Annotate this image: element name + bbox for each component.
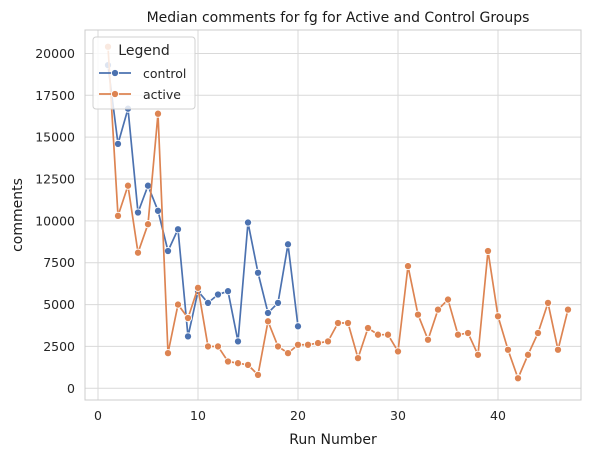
data-point-active — [153, 109, 163, 118]
data-point-active — [213, 342, 223, 351]
data-point-active — [343, 318, 353, 328]
series-line-control — [107, 65, 299, 343]
legend-entry-active: active — [99, 87, 181, 102]
data-point-active — [443, 295, 453, 304]
data-point-active — [353, 354, 363, 363]
legend-swatch-marker — [110, 68, 120, 78]
data-point-active — [433, 305, 443, 314]
y-tick-label: 12500 — [35, 172, 75, 187]
legend-swatch-marker — [110, 89, 120, 99]
data-point-control — [243, 218, 253, 227]
data-point-active — [523, 350, 533, 359]
data-point-control — [223, 287, 233, 296]
data-point-control — [253, 268, 263, 277]
data-point-active — [173, 300, 183, 309]
grid — [85, 30, 581, 400]
x-axis-label: Run Number — [289, 432, 377, 448]
legend-label: active — [143, 87, 181, 102]
data-point-active — [163, 349, 173, 358]
data-point-active — [143, 220, 153, 229]
x-tick-label: 20 — [290, 408, 306, 423]
legend-entries: control active — [99, 66, 186, 102]
data-point-active — [333, 318, 343, 328]
data-point-active — [513, 374, 523, 383]
data-point-active — [553, 345, 563, 354]
data-point-active — [563, 305, 573, 314]
legend: Legend control active — [92, 36, 196, 110]
data-point-active — [243, 360, 253, 369]
data-point-control — [183, 332, 193, 341]
data-point-active — [233, 359, 243, 368]
data-point-control — [293, 322, 303, 331]
data-point-active — [473, 350, 483, 359]
y-tick-label: 17500 — [35, 88, 75, 103]
data-point-control — [263, 308, 273, 317]
legend-title: Legend — [118, 43, 169, 59]
data-point-active — [123, 181, 133, 190]
data-point-active — [323, 337, 333, 346]
data-point-control — [283, 240, 293, 249]
data-point-active — [543, 298, 553, 307]
data-point-active — [403, 262, 413, 271]
data-point-active — [273, 342, 283, 351]
data-point-control — [153, 206, 163, 215]
y-tick-label: 2500 — [43, 339, 75, 354]
data-point-active — [293, 340, 303, 349]
data-point-active — [493, 312, 503, 321]
y-tick-label: 15000 — [35, 130, 75, 145]
data-point-control — [133, 208, 143, 217]
data-point-active — [393, 347, 403, 356]
y-tick-label: 7500 — [43, 255, 75, 270]
data-point-active — [453, 330, 463, 339]
data-point-active — [193, 283, 203, 292]
x-axis-ticks: 0 10 20 30 40 — [94, 408, 506, 423]
data-point-active — [383, 330, 393, 339]
data-point-control — [213, 290, 223, 299]
data-point-control — [163, 246, 173, 256]
data-point-active — [133, 248, 143, 257]
series-layer — [103, 42, 573, 383]
data-point-active — [303, 340, 313, 349]
data-point-active — [223, 357, 233, 366]
data-point-active — [533, 328, 543, 338]
legend-entry-control: control — [99, 66, 186, 81]
series-active — [103, 42, 573, 383]
data-point-active — [463, 328, 473, 338]
y-tick-label: 20000 — [35, 46, 75, 61]
data-point-active — [203, 342, 213, 351]
y-axis-label: comments — [10, 178, 26, 252]
data-point-active — [503, 345, 513, 354]
data-point-control — [273, 298, 283, 307]
legend-frame — [92, 36, 196, 110]
data-point-control — [173, 225, 183, 234]
data-point-active — [373, 330, 383, 339]
data-point-active — [113, 211, 123, 220]
x-tick-label: 10 — [190, 408, 206, 423]
data-point-active — [423, 335, 433, 344]
legend-label: control — [143, 66, 186, 81]
y-tick-label: 0 — [67, 381, 75, 396]
data-point-control — [203, 298, 213, 307]
data-point-active — [263, 317, 273, 326]
chart-title: Median comments for fg for Active and Co… — [147, 10, 530, 26]
x-tick-label: 30 — [390, 408, 406, 423]
data-point-active — [253, 370, 263, 379]
data-point-active — [363, 323, 373, 333]
data-point-control — [233, 337, 243, 346]
y-tick-label: 5000 — [43, 297, 75, 312]
data-point-active — [483, 246, 493, 256]
data-point-active — [413, 310, 423, 319]
data-point-active — [283, 349, 293, 358]
y-tick-label: 10000 — [35, 213, 75, 228]
plot-frame — [84, 29, 582, 401]
x-tick-label: 40 — [490, 408, 506, 423]
y-axis-ticks: 0 2500 5000 7500 10000 12500 15000 17500 20000 — [35, 46, 75, 396]
data-point-active — [183, 313, 193, 323]
data-point-active — [313, 339, 323, 348]
data-point-control — [113, 139, 123, 148]
x-tick-label: 0 — [94, 408, 102, 423]
